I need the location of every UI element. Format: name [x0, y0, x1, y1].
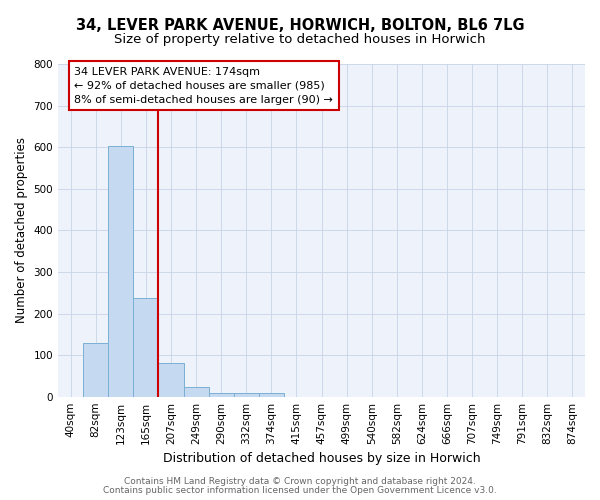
Bar	[133, 298, 158, 396]
Text: Contains HM Land Registry data © Crown copyright and database right 2024.: Contains HM Land Registry data © Crown c…	[124, 477, 476, 486]
Bar	[209, 392, 233, 396]
Bar	[108, 146, 133, 397]
Bar	[233, 394, 259, 396]
X-axis label: Distribution of detached houses by size in Horwich: Distribution of detached houses by size …	[163, 452, 481, 465]
Bar	[158, 364, 184, 396]
Y-axis label: Number of detached properties: Number of detached properties	[15, 138, 28, 324]
Text: 34, LEVER PARK AVENUE, HORWICH, BOLTON, BL6 7LG: 34, LEVER PARK AVENUE, HORWICH, BOLTON, …	[76, 18, 524, 32]
Bar	[83, 342, 108, 396]
Bar	[259, 394, 284, 396]
Text: Size of property relative to detached houses in Horwich: Size of property relative to detached ho…	[114, 32, 486, 46]
Text: Contains public sector information licensed under the Open Government Licence v3: Contains public sector information licen…	[103, 486, 497, 495]
Text: 34 LEVER PARK AVENUE: 174sqm
← 92% of detached houses are smaller (985)
8% of se: 34 LEVER PARK AVENUE: 174sqm ← 92% of de…	[74, 66, 333, 104]
Bar	[184, 387, 209, 396]
